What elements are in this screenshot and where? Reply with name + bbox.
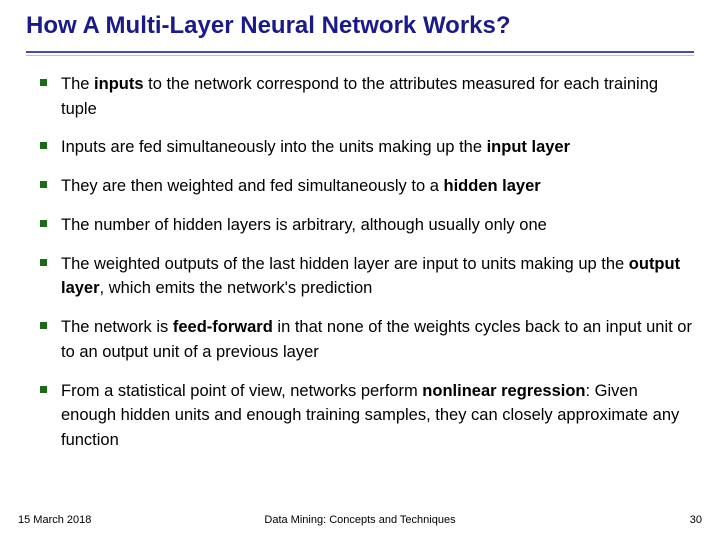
bullet-item: Inputs are fed simultaneously into the u… <box>40 135 694 160</box>
bold-run: inputs <box>94 75 144 93</box>
rule-primary <box>26 51 694 53</box>
footer-source: Data Mining: Concepts and Techniques <box>0 514 720 526</box>
text-run: They are then weighted and fed simultane… <box>61 177 444 195</box>
title-underline <box>26 51 694 56</box>
square-bullet-icon <box>40 259 47 266</box>
bullet-text: The number of hidden layers is arbitrary… <box>61 213 547 238</box>
square-bullet-icon <box>40 322 47 329</box>
bullet-item: The inputs to the network correspond to … <box>40 72 694 122</box>
bullet-text: From a statistical point of view, networ… <box>61 379 694 453</box>
bullet-item: The number of hidden layers is arbitrary… <box>40 213 694 238</box>
bullet-text: The network is feed-forward in that none… <box>61 315 694 365</box>
square-bullet-icon <box>40 142 47 149</box>
text-run: From a statistical point of view, networ… <box>61 382 422 400</box>
bold-run: hidden layer <box>444 177 541 195</box>
bullet-text: The weighted outputs of the last hidden … <box>61 252 694 302</box>
footer: 15 March 2018 Data Mining: Concepts and … <box>0 514 720 532</box>
text-run: The <box>61 75 94 93</box>
bullet-item: From a statistical point of view, networ… <box>40 379 694 453</box>
bullet-text: Inputs are fed simultaneously into the u… <box>61 135 570 160</box>
bullet-item: They are then weighted and fed simultane… <box>40 174 694 199</box>
footer-page: 30 <box>690 514 702 526</box>
bullet-item: The network is feed-forward in that none… <box>40 315 694 365</box>
bullet-item: The weighted outputs of the last hidden … <box>40 252 694 302</box>
square-bullet-icon <box>40 220 47 227</box>
square-bullet-icon <box>40 181 47 188</box>
square-bullet-icon <box>40 386 47 393</box>
bullet-list: The inputs to the network correspond to … <box>26 72 694 453</box>
text-run: to the network correspond to the attribu… <box>61 75 658 118</box>
text-run: The network is <box>61 318 173 336</box>
square-bullet-icon <box>40 79 47 86</box>
bold-run: nonlinear regression <box>422 382 585 400</box>
text-run: The weighted outputs of the last hidden … <box>61 255 629 273</box>
text-run: The number of hidden layers is arbitrary… <box>61 216 547 234</box>
slide: How A Multi-Layer Neural Network Works? … <box>0 0 720 540</box>
rule-secondary <box>26 55 694 56</box>
slide-title: How A Multi-Layer Neural Network Works? <box>26 12 694 41</box>
text-run: Inputs are fed simultaneously into the u… <box>61 138 487 156</box>
bullet-text: The inputs to the network correspond to … <box>61 72 694 122</box>
bold-run: feed-forward <box>173 318 273 336</box>
text-run: , which emits the network's prediction <box>100 279 373 297</box>
bold-run: input layer <box>487 138 570 156</box>
bullet-text: They are then weighted and fed simultane… <box>61 174 541 199</box>
